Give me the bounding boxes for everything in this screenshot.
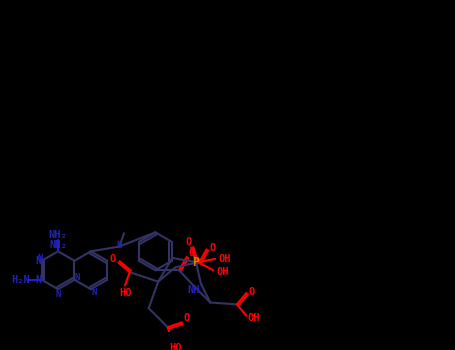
- Text: N: N: [36, 256, 42, 266]
- Text: O: O: [188, 248, 195, 258]
- Text: N: N: [37, 254, 42, 264]
- Text: N: N: [56, 290, 61, 300]
- Text: N: N: [91, 288, 96, 296]
- Text: OH: OH: [217, 267, 229, 277]
- Text: N: N: [75, 273, 80, 282]
- Text: O: O: [186, 237, 192, 247]
- Text: HO: HO: [119, 288, 131, 298]
- Text: O: O: [248, 287, 254, 297]
- Text: NH₂: NH₂: [49, 240, 67, 250]
- Text: H₂N: H₂N: [11, 275, 30, 285]
- Text: NH: NH: [187, 285, 200, 295]
- Text: NH₂: NH₂: [49, 230, 67, 240]
- Text: HO: HO: [169, 343, 182, 350]
- Text: O: O: [209, 243, 215, 252]
- Text: N: N: [116, 241, 122, 250]
- Text: OH: OH: [218, 254, 231, 264]
- Text: OH: OH: [248, 313, 260, 323]
- Text: O: O: [183, 313, 190, 323]
- Text: O: O: [110, 254, 116, 264]
- Text: P: P: [192, 256, 200, 269]
- Text: N: N: [36, 275, 42, 285]
